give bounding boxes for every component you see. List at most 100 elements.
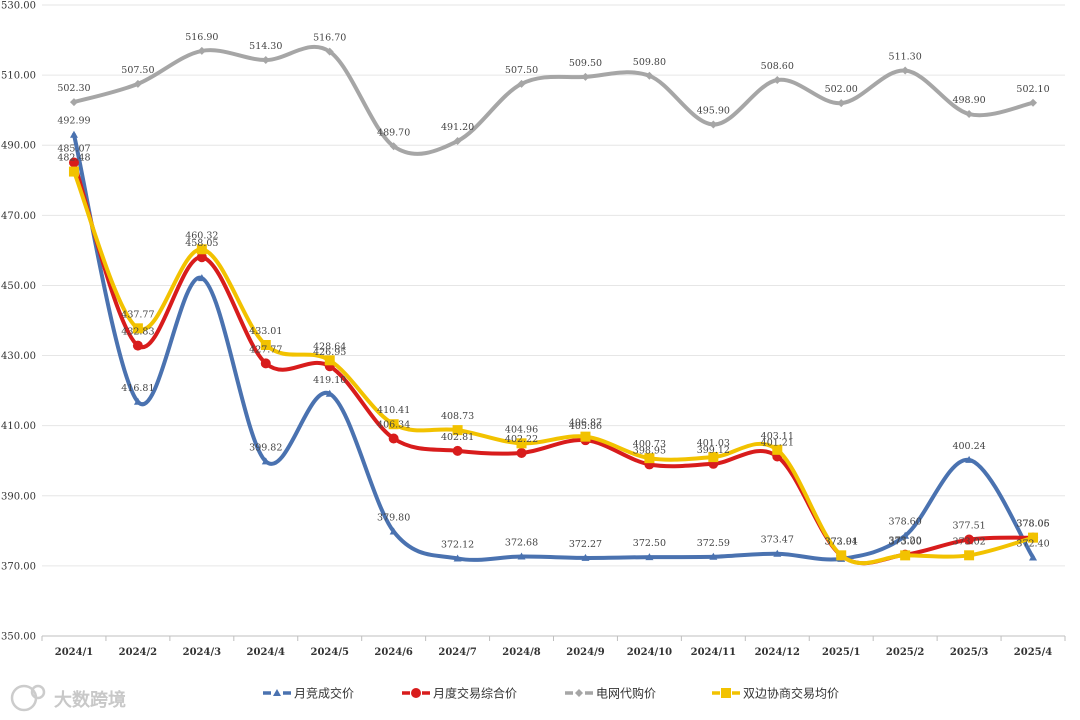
y-tick-label: 390.00 xyxy=(1,491,36,502)
y-tick-label: 470.00 xyxy=(1,211,36,222)
data-point xyxy=(901,66,910,75)
legend-marker xyxy=(575,689,583,697)
data-label: 378.06 xyxy=(1016,519,1049,530)
data-point xyxy=(516,447,527,458)
data-label: 419.10 xyxy=(313,375,346,386)
data-label: 502.10 xyxy=(1016,84,1049,95)
series-3 xyxy=(69,44,1038,156)
legend: 月竞成交价 月度交易综合价 电网代购价 双边协商交易均价 xyxy=(263,686,839,701)
data-point xyxy=(644,453,655,464)
x-tick-label: 2025/4 xyxy=(1014,647,1052,658)
legend-label: 月竞成交价 xyxy=(294,686,354,701)
series-4 xyxy=(68,166,1039,566)
data-point xyxy=(196,252,207,263)
data-label: 460.32 xyxy=(185,230,218,241)
data-labels: 492.99 416.81 399.82 419.10 379.80 372.12 372.… xyxy=(57,32,1049,551)
data-label: 406.34 xyxy=(377,419,410,430)
data-label: 498.90 xyxy=(952,95,985,106)
data-point xyxy=(261,56,270,65)
data-point xyxy=(836,550,847,561)
data-label: 516.90 xyxy=(185,32,218,43)
data-point xyxy=(260,340,271,351)
data-label: 508.60 xyxy=(761,61,794,72)
data-label: 433.01 xyxy=(249,326,282,337)
data-label: 377.51 xyxy=(952,521,985,532)
data-label: 403.11 xyxy=(761,431,794,442)
data-point xyxy=(965,110,974,119)
data-point xyxy=(132,323,143,334)
legend-marker xyxy=(273,689,281,696)
data-point xyxy=(772,444,783,455)
data-label: 372.68 xyxy=(505,537,538,548)
y-tick-label: 350.00 xyxy=(1,632,36,643)
x-tick-label: 2024/10 xyxy=(627,647,672,658)
x-tick-label: 2024/2 xyxy=(119,647,157,658)
legend-label: 双边协商交易均价 xyxy=(743,686,839,701)
data-label: 379.80 xyxy=(377,513,410,524)
data-label: 410.41 xyxy=(377,405,410,416)
data-label: 399.82 xyxy=(249,442,282,453)
x-tick-label: 2025/2 xyxy=(886,647,924,658)
data-point xyxy=(133,397,142,405)
data-label: 402.81 xyxy=(441,432,474,443)
data-label: 373.01 xyxy=(825,536,858,547)
data-point xyxy=(388,433,399,444)
data-label: 507.50 xyxy=(121,65,154,76)
data-label: 516.70 xyxy=(313,33,346,44)
data-point xyxy=(453,137,462,146)
watermark-text: 大数跨境 xyxy=(54,689,126,711)
data-point xyxy=(1028,532,1039,543)
data-label: 372.40 xyxy=(1016,538,1049,549)
legend-item: 双边协商交易均价 xyxy=(712,686,839,701)
data-label: 398.95 xyxy=(633,445,666,456)
series-1 xyxy=(69,130,1038,562)
x-tick-label: 2024/3 xyxy=(183,647,221,658)
data-label: 378.60 xyxy=(889,517,922,528)
series-line xyxy=(71,44,1036,156)
data-point xyxy=(517,552,526,560)
data-point xyxy=(389,142,398,151)
x-tick-label: 2024/1 xyxy=(55,647,93,658)
data-point xyxy=(388,419,399,430)
data-label: 432.83 xyxy=(121,327,154,338)
data-label: 507.50 xyxy=(505,65,538,76)
data-label: 402.22 xyxy=(505,434,538,445)
data-point xyxy=(133,79,142,88)
data-point xyxy=(452,425,463,436)
series-2 xyxy=(68,157,1039,566)
series-line xyxy=(71,160,1036,566)
x-tick-label: 2024/12 xyxy=(755,647,800,658)
data-point xyxy=(900,550,911,561)
data-point xyxy=(965,455,974,463)
x-tick-label: 2024/5 xyxy=(310,647,348,658)
data-point xyxy=(325,47,334,56)
x-tick-label: 2024/8 xyxy=(502,647,540,658)
data-label: 485.07 xyxy=(57,144,90,155)
y-tick-label: 530.00 xyxy=(1,1,36,12)
x-tick-label: 2024/7 xyxy=(438,647,476,658)
legend-item: 月竞成交价 xyxy=(263,686,354,701)
data-label: 491.20 xyxy=(441,122,474,133)
data-label: 482.48 xyxy=(57,153,90,164)
data-point xyxy=(453,554,462,562)
y-tick-label: 510.00 xyxy=(1,71,36,82)
data-label: 401.03 xyxy=(697,438,730,449)
data-label: 400.73 xyxy=(633,439,666,450)
data-label: 509.80 xyxy=(633,57,666,68)
x-tick-label: 2024/9 xyxy=(566,647,604,658)
data-point xyxy=(645,553,654,561)
data-point xyxy=(901,531,910,539)
data-label: 372.94 xyxy=(825,537,858,548)
y-tick-label: 450.00 xyxy=(1,281,36,292)
data-point xyxy=(709,120,718,129)
legend-label: 月度交易综合价 xyxy=(433,686,517,701)
y-axis: 350.00 370.00 390.00 410.00 430.00 450.00 470.… xyxy=(1,1,36,643)
data-point xyxy=(389,527,398,535)
legend-item: 电网代购价 xyxy=(565,686,656,701)
legend-label: 电网代购价 xyxy=(596,686,656,701)
data-label: 373.00 xyxy=(889,536,922,547)
data-point xyxy=(196,244,207,255)
data-label: 378.05 xyxy=(1016,519,1049,530)
data-label: 514.30 xyxy=(249,41,282,52)
data-point xyxy=(517,79,526,88)
